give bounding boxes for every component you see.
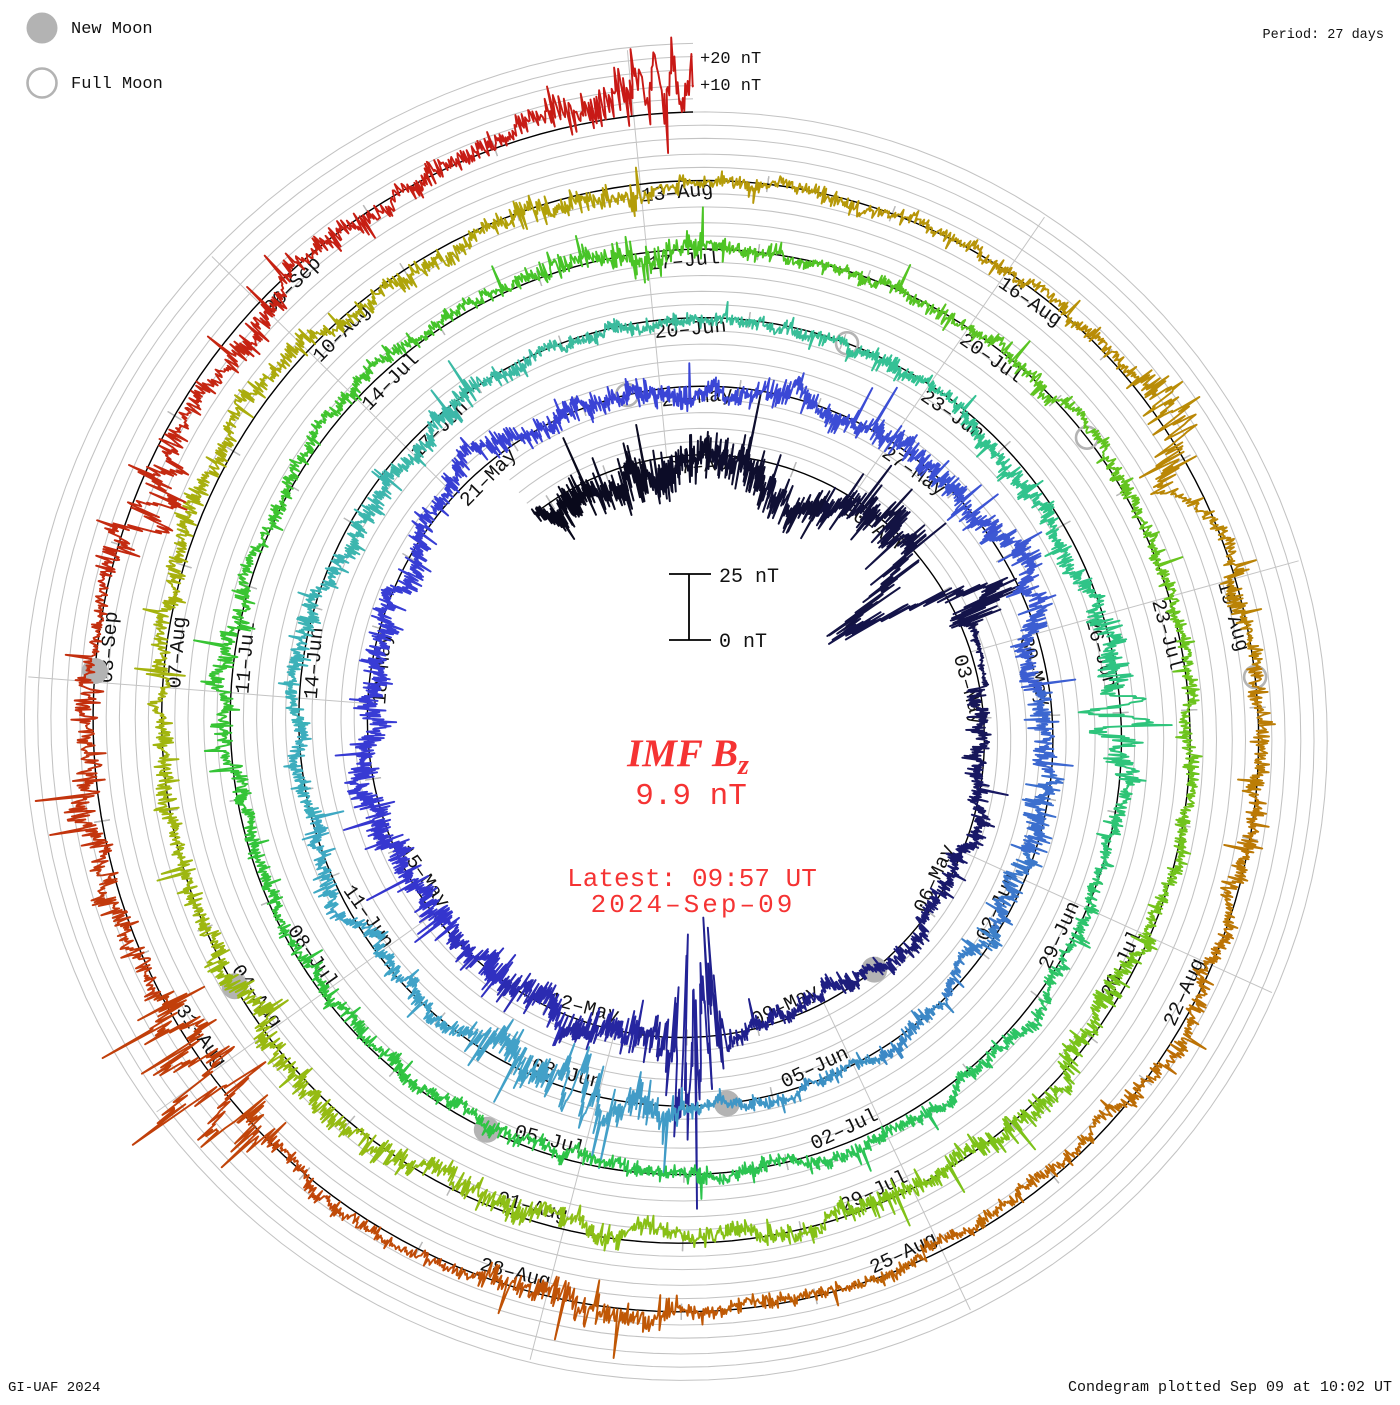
svg-text:Full Moon: Full Moon bbox=[71, 75, 163, 94]
svg-text:2024–Sep–09: 2024–Sep–09 bbox=[591, 890, 796, 920]
svg-text:+10 nT: +10 nT bbox=[700, 77, 761, 96]
svg-text:+20 nT: +20 nT bbox=[700, 50, 761, 69]
svg-text:25 nT: 25 nT bbox=[719, 566, 779, 589]
svg-text:9.9 nT: 9.9 nT bbox=[635, 779, 747, 814]
svg-text:0 nT: 0 nT bbox=[719, 631, 767, 654]
svg-text:GI-UAF 2024: GI-UAF 2024 bbox=[8, 1380, 100, 1396]
svg-text:IMF Bz: IMF Bz bbox=[626, 732, 749, 781]
svg-text:Period: 27 days: Period: 27 days bbox=[1262, 28, 1384, 43]
svg-text:New Moon: New Moon bbox=[71, 20, 153, 39]
svg-text:Condegram plotted Sep 09 at 10: Condegram plotted Sep 09 at 10:02 UT bbox=[1068, 1379, 1392, 1396]
